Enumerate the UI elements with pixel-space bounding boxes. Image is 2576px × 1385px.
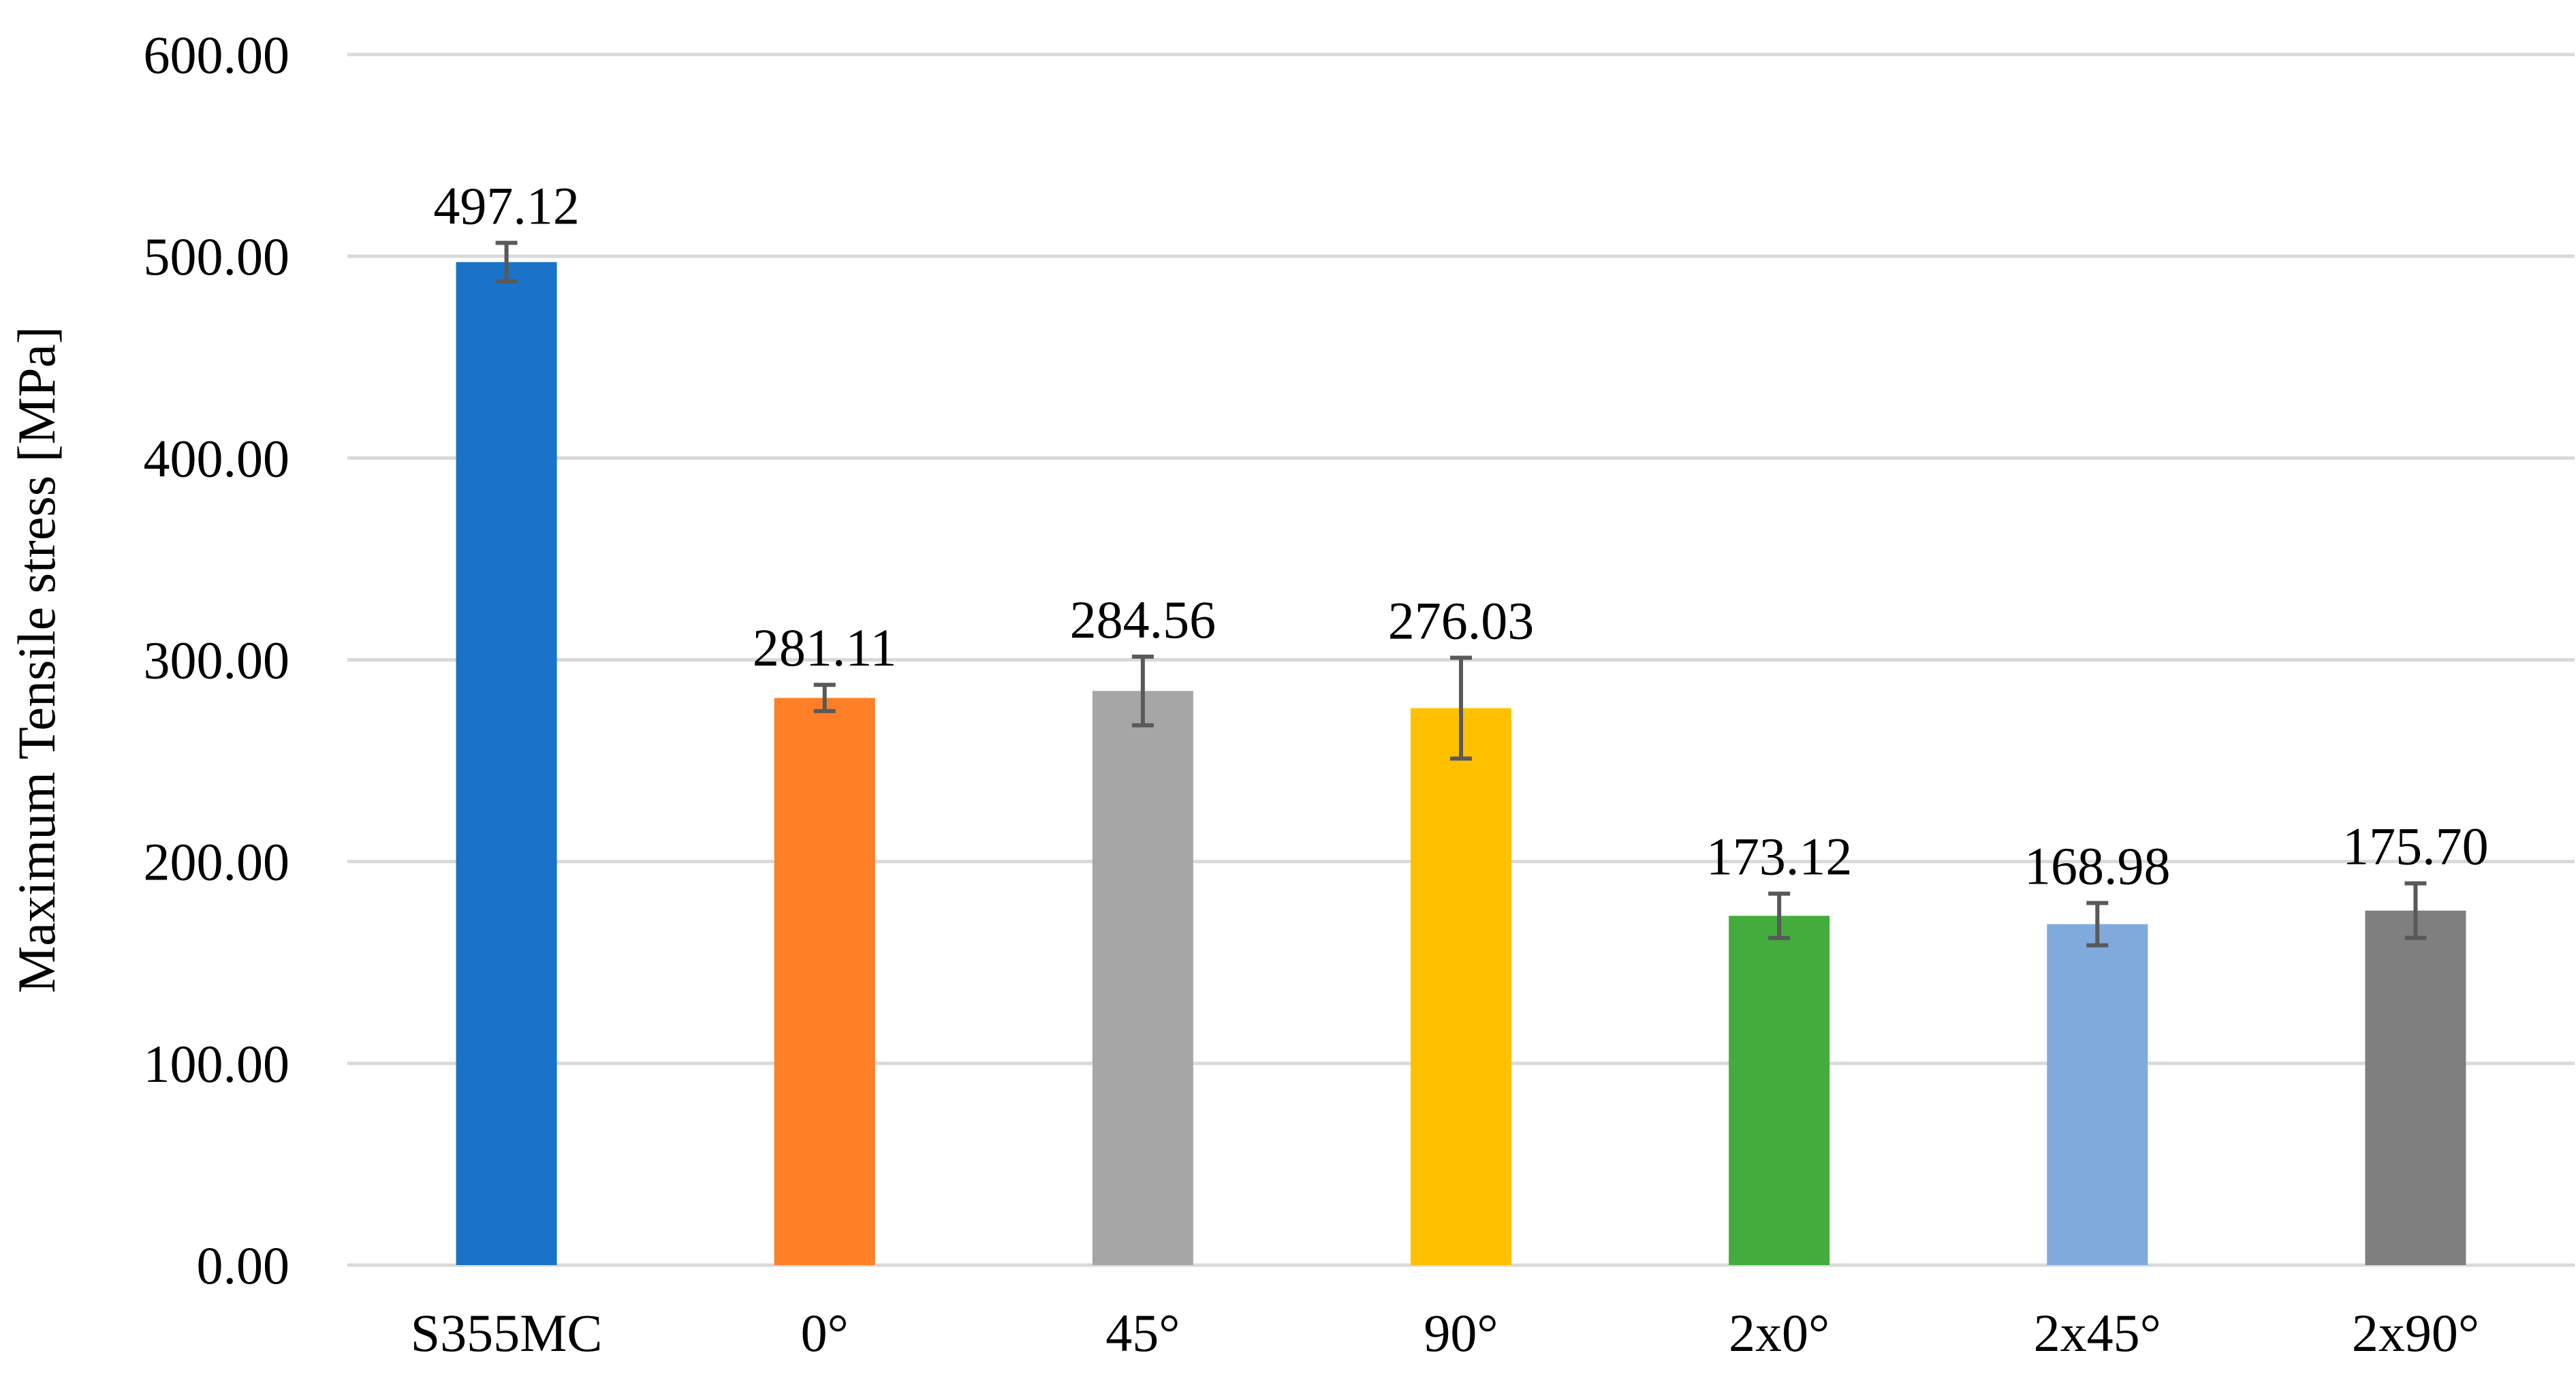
y-tick-label: 100.00 bbox=[144, 1034, 290, 1093]
error-bar bbox=[2086, 901, 2109, 948]
y-axis-tick-labels: 0.00 100.00 200.00 300.00 400.00 500.00 600.00 bbox=[144, 25, 290, 1295]
bar bbox=[1411, 708, 1511, 1265]
bar bbox=[774, 698, 875, 1265]
error-bar bbox=[1768, 891, 1791, 940]
y-tick-label: 400.00 bbox=[144, 429, 290, 488]
error-bar bbox=[495, 240, 518, 283]
x-tick-label: 0° bbox=[801, 1303, 849, 1363]
x-axis-tick-labels: S355MC 0° 45° 90° 2x0° 2x45° 2x90° bbox=[411, 1303, 2479, 1363]
bar bbox=[2047, 924, 2148, 1265]
y-tick-label: 500.00 bbox=[144, 227, 290, 286]
bar bbox=[1729, 916, 1830, 1265]
error-bar bbox=[2404, 881, 2427, 940]
error-bar bbox=[813, 683, 836, 713]
x-tick-label: 90° bbox=[1424, 1303, 1498, 1363]
y-tick-label: 0.00 bbox=[197, 1236, 290, 1295]
x-tick-label: 2x45° bbox=[2034, 1303, 2161, 1363]
data-label: 173.12 bbox=[1706, 827, 1853, 886]
x-tick-label: 2x90° bbox=[2352, 1303, 2479, 1363]
y-tick-label: 200.00 bbox=[144, 832, 290, 892]
bar bbox=[2365, 910, 2466, 1265]
y-tick-label: 300.00 bbox=[144, 631, 290, 690]
data-label: 281.11 bbox=[753, 618, 897, 677]
error-bar bbox=[1131, 654, 1154, 728]
y-tick-label: 600.00 bbox=[144, 25, 290, 84]
x-tick-label: S355MC bbox=[411, 1303, 603, 1363]
error-bar bbox=[1450, 655, 1472, 761]
x-tick-label: 45° bbox=[1105, 1303, 1180, 1363]
y-axis-label: Maximum Tensile stress [MPa] bbox=[7, 326, 66, 993]
data-label: 284.56 bbox=[1070, 590, 1216, 649]
x-tick-label: 2x0° bbox=[1729, 1303, 1829, 1363]
data-labels: 497.12 281.11 284.56 276.03 173.12 168.98 175.… bbox=[433, 176, 2488, 896]
bar bbox=[1092, 691, 1193, 1265]
data-label: 168.98 bbox=[2024, 836, 2171, 895]
data-label: 276.03 bbox=[1388, 591, 1535, 650]
bars bbox=[456, 262, 2466, 1265]
error-bars bbox=[495, 240, 2427, 948]
bar bbox=[456, 262, 557, 1265]
data-label: 175.70 bbox=[2342, 817, 2489, 876]
data-label: 497.12 bbox=[433, 176, 580, 236]
